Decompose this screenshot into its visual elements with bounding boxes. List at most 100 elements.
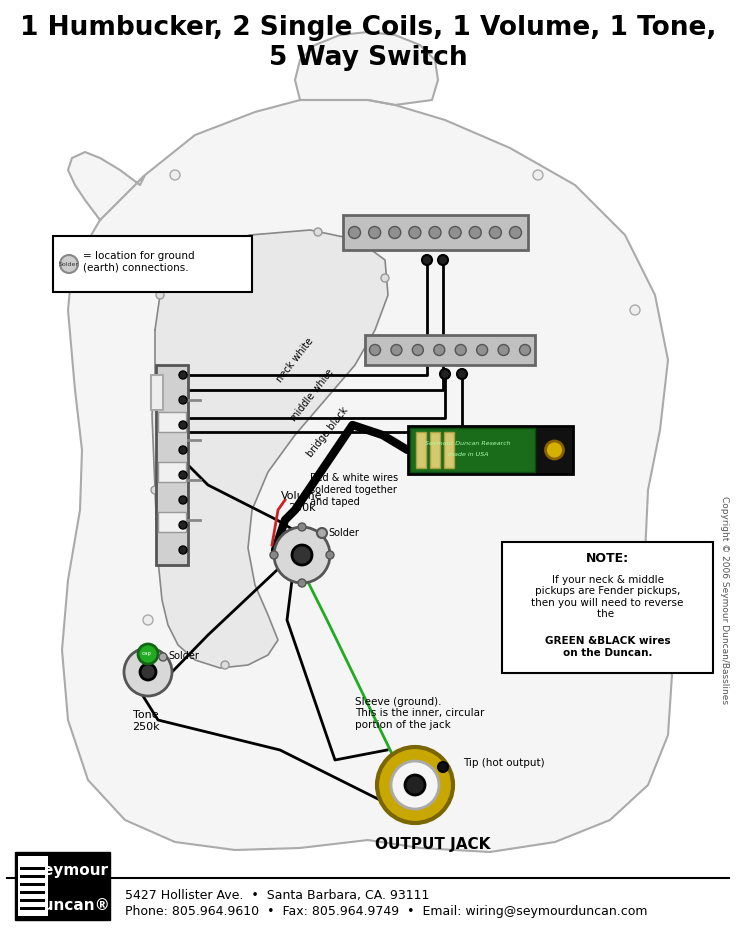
Circle shape — [630, 305, 640, 315]
Text: middle white: middle white — [289, 367, 336, 423]
Bar — [20, 907, 45, 910]
Circle shape — [270, 551, 278, 559]
Text: Solder: Solder — [168, 651, 199, 661]
Circle shape — [179, 471, 187, 479]
Bar — [20, 867, 45, 870]
Text: neck white: neck white — [275, 336, 315, 385]
Circle shape — [298, 523, 306, 531]
Text: If your neck & middle
pickups are Fender pickups,
then you will need to reverse
: If your neck & middle pickups are Fender… — [531, 574, 684, 619]
Polygon shape — [62, 100, 672, 852]
Circle shape — [422, 255, 432, 265]
Text: 5427 Hollister Ave.  •  Santa Barbara, CA. 93111: 5427 Hollister Ave. • Santa Barbara, CA.… — [125, 888, 429, 901]
Circle shape — [449, 226, 461, 238]
Text: Seymour: Seymour — [32, 862, 108, 878]
Circle shape — [179, 446, 187, 454]
Text: Seymour Duncan Research: Seymour Duncan Research — [425, 440, 511, 446]
Circle shape — [457, 369, 467, 379]
Circle shape — [377, 747, 453, 823]
Bar — [158, 512, 186, 532]
Bar — [158, 412, 186, 432]
Circle shape — [489, 226, 501, 238]
Circle shape — [206, 244, 214, 252]
Bar — [408, 426, 573, 474]
Bar — [444, 432, 453, 468]
Circle shape — [545, 441, 564, 459]
Bar — [18, 856, 48, 916]
Bar — [342, 215, 528, 250]
Circle shape — [179, 371, 187, 379]
Circle shape — [434, 344, 445, 356]
Circle shape — [366, 356, 374, 364]
Circle shape — [412, 344, 423, 356]
Circle shape — [533, 170, 543, 180]
Circle shape — [438, 762, 448, 772]
Circle shape — [429, 226, 441, 238]
Circle shape — [369, 226, 381, 238]
Circle shape — [60, 255, 78, 273]
Text: 5 Way Switch: 5 Way Switch — [269, 45, 467, 71]
Circle shape — [440, 369, 450, 379]
Text: = location for ground
(earth) connections.: = location for ground (earth) connection… — [83, 251, 194, 273]
Bar — [156, 365, 188, 565]
FancyBboxPatch shape — [502, 542, 713, 673]
Circle shape — [179, 396, 187, 404]
Text: bridge black: bridge black — [305, 405, 350, 459]
Circle shape — [326, 551, 334, 559]
Text: Phone: 805.964.9610  •  Fax: 805.964.9749  •  Email: wiring@seymourduncan.com: Phone: 805.964.9610 • Fax: 805.964.9749 … — [125, 906, 648, 919]
Circle shape — [391, 344, 402, 356]
Bar — [20, 883, 45, 886]
Bar — [20, 875, 45, 878]
Circle shape — [151, 486, 159, 494]
Circle shape — [381, 274, 389, 282]
Text: NOTE:: NOTE: — [586, 552, 629, 565]
Circle shape — [349, 226, 361, 238]
Circle shape — [274, 527, 330, 583]
Circle shape — [179, 521, 187, 529]
Text: Solder: Solder — [328, 528, 359, 538]
Text: Duncan®: Duncan® — [31, 897, 110, 912]
Circle shape — [170, 170, 180, 180]
Circle shape — [221, 661, 229, 669]
Text: Tip (hot output): Tip (hot output) — [463, 758, 545, 768]
Circle shape — [156, 291, 164, 299]
Circle shape — [369, 344, 381, 356]
Text: GREEN &BLACK wires
on the Duncan.: GREEN &BLACK wires on the Duncan. — [545, 636, 670, 658]
Text: Sleeve (ground).
This is the inner, circular
portion of the jack: Sleeve (ground). This is the inner, circ… — [355, 696, 484, 730]
Circle shape — [498, 344, 509, 356]
Text: Red & white wires
soldered together
and taped: Red & white wires soldered together and … — [310, 473, 398, 506]
Circle shape — [509, 226, 522, 238]
Circle shape — [470, 226, 481, 238]
Circle shape — [124, 648, 172, 696]
Circle shape — [405, 775, 425, 795]
Circle shape — [314, 228, 322, 236]
Text: 1 Humbucker, 2 Single Coils, 1 Volume, 1 Tone,: 1 Humbucker, 2 Single Coils, 1 Volume, 1… — [20, 15, 716, 41]
Text: Copyright © 2006 Seymour Duncan/Basslines: Copyright © 2006 Seymour Duncan/Bassline… — [720, 496, 729, 704]
Text: Volume
250k: Volume 250k — [281, 492, 323, 513]
Bar — [20, 891, 45, 894]
Circle shape — [520, 344, 531, 356]
Text: Tone
250k: Tone 250k — [132, 710, 160, 732]
Circle shape — [391, 761, 439, 809]
Text: made in USA: made in USA — [447, 452, 488, 456]
Bar — [365, 335, 535, 365]
Circle shape — [179, 496, 187, 504]
Bar — [151, 375, 163, 410]
Circle shape — [292, 545, 312, 565]
Polygon shape — [152, 230, 388, 668]
Bar — [20, 899, 45, 902]
Circle shape — [477, 344, 488, 356]
Bar — [430, 432, 439, 468]
Polygon shape — [295, 32, 438, 105]
Circle shape — [179, 421, 187, 429]
Polygon shape — [68, 152, 145, 220]
Circle shape — [138, 644, 158, 664]
Bar — [15, 852, 110, 920]
Circle shape — [455, 344, 466, 356]
Bar — [416, 432, 425, 468]
Circle shape — [140, 664, 156, 680]
Circle shape — [179, 546, 187, 554]
Text: Solder: Solder — [59, 262, 79, 266]
Circle shape — [409, 226, 421, 238]
Circle shape — [298, 579, 306, 587]
Circle shape — [317, 528, 327, 538]
